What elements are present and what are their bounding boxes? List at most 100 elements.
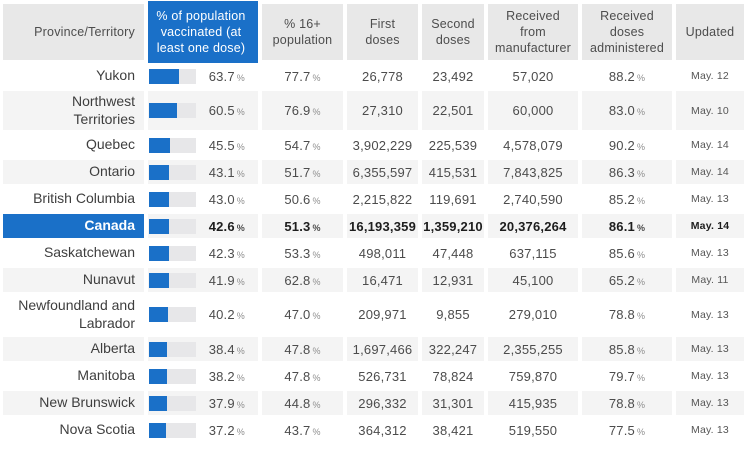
first-doses-value: 498,011: [358, 245, 407, 261]
pct16-cell: 76.9%: [262, 91, 343, 130]
table-row[interactable]: Nova Scotia 37.2% 43.7% 364,312 38,421 5…: [3, 418, 745, 442]
percent-sign: %: [636, 311, 646, 321]
updated-cell: May. 13: [676, 187, 744, 211]
col-header-doses-administered[interactable]: Received doses administered: [582, 4, 672, 60]
col-header-pct-vaccinated[interactable]: % of population vaccinated (at least one…: [148, 1, 258, 63]
vaccinated-value: 42.3%: [196, 246, 258, 261]
doses-administered-cell: 65.2%: [582, 268, 672, 292]
vaccinated-cell: 45.5%: [148, 133, 258, 157]
received-manufacturer-value: 57,020: [512, 68, 554, 84]
pct16-cell: 47.8%: [262, 337, 343, 361]
vaccinated-cell: 43.0%: [148, 187, 258, 211]
vaccinated-bar-fill: [149, 218, 170, 234]
received-manufacturer-value: 279,010: [508, 307, 558, 322]
doses-administered-cell: 86.3%: [582, 160, 672, 184]
vaccinated-value: 43.0%: [196, 192, 258, 207]
table-row[interactable]: Quebec 45.5% 54.7% 3,902,229 225,539 4,5…: [3, 133, 745, 157]
pct16-value: 50.6%: [284, 192, 320, 207]
received-manufacturer-value: 2,740,590: [503, 191, 563, 207]
percent-sign: %: [312, 195, 321, 206]
second-doses-cell: 1,359,210: [422, 214, 484, 238]
vaccinated-bar-fill: [149, 137, 171, 153]
received-manufacturer-value: 7,843,825: [503, 164, 563, 180]
table-row[interactable]: British Columbia 43.0% 50.6% 2,215,822 1…: [3, 187, 745, 211]
col-header-first-doses[interactable]: First doses: [347, 4, 418, 60]
updated-value: May. 13: [691, 247, 729, 259]
received-manufacturer-value: 4,578,079: [503, 137, 563, 153]
received-manufacturer-cell: 415,935: [488, 391, 578, 415]
doses-administered-number: 65.2: [608, 272, 635, 288]
province-name: Manitoba: [77, 367, 135, 384]
percent-sign: %: [636, 399, 646, 410]
vaccinated-bar-fill: [149, 245, 169, 261]
province-cell: Quebec: [3, 133, 144, 157]
percent-sign: %: [312, 141, 321, 152]
table-row[interactable]: Northwest Territories 60.5% 76.9% 27,310…: [3, 91, 745, 130]
pct16-cell: 50.6%: [262, 187, 343, 211]
updated-value: May. 14: [691, 139, 729, 151]
vaccinated-bar: [149, 245, 196, 261]
received-manufacturer-value: 637,115: [509, 245, 557, 261]
vaccinated-bar: [149, 218, 196, 234]
vaccinated-value: 43.1%: [196, 165, 258, 180]
table-row[interactable]: Ontario 43.1% 51.7% 6,355,597 415,531 7,…: [3, 160, 745, 184]
updated-cell: May. 11: [676, 268, 744, 292]
percent-sign: %: [636, 168, 646, 179]
first-doses-value: 364,312: [358, 422, 407, 438]
vaccinated-value: 40.2%: [196, 307, 258, 322]
second-doses-value: 38,421: [432, 422, 474, 438]
received-manufacturer-value: 20,376,264: [499, 218, 567, 234]
col-header-pct-16plus[interactable]: % 16+ population: [262, 4, 343, 60]
first-doses-value: 16,193,359: [348, 218, 417, 234]
doses-administered-value: 86.1%: [609, 219, 645, 234]
vaccinated-cell: 42.3%: [148, 241, 258, 265]
table-row[interactable]: Saskatchewan 42.3% 53.3% 498,011 47,448 …: [3, 241, 745, 265]
pct16-value: 53.3%: [284, 246, 320, 261]
col-header-second-doses[interactable]: Second doses: [422, 4, 484, 60]
table-row[interactable]: Yukon 63.7% 77.7% 26,778 23,492 57,020 8…: [3, 64, 745, 88]
percent-sign: %: [312, 345, 321, 356]
percent-sign: %: [312, 276, 321, 287]
province-name: Yukon: [96, 67, 135, 84]
vaccinated-bar: [149, 272, 196, 288]
vaccinated-bar: [149, 68, 196, 84]
updated-value: May. 13: [691, 193, 729, 205]
second-doses-cell: 38,421: [422, 418, 484, 442]
province-cell: Nova Scotia: [3, 418, 144, 442]
vaccinated-value-number: 41.9: [208, 272, 235, 288]
percent-sign: %: [236, 72, 245, 83]
vaccinated-bar: [149, 164, 196, 180]
vaccinated-value-number: 37.2: [208, 422, 235, 438]
table-row[interactable]: Manitoba 38.2% 47.8% 526,731 78,824 759,…: [3, 364, 745, 388]
percent-sign: %: [636, 141, 646, 152]
table-row[interactable]: Alberta 38.4% 47.8% 1,697,466 322,247 2,…: [3, 337, 745, 361]
percent-sign: %: [312, 399, 321, 410]
table-row[interactable]: Nunavut 41.9% 62.8% 16,471 12,931 45,100…: [3, 268, 745, 292]
vaccinated-value-number: 45.5: [208, 137, 235, 153]
first-doses-value: 27,310: [362, 103, 403, 118]
second-doses-cell: 22,501: [422, 91, 484, 130]
table-row[interactable]: Newfoundland and Labrador 40.2% 47.0% 20…: [3, 295, 745, 334]
received-manufacturer-cell: 20,376,264: [488, 214, 578, 238]
doses-administered-number: 78.8: [608, 395, 635, 411]
vaccinated-value-number: 63.7: [208, 68, 235, 84]
second-doses-cell: 9,855: [422, 295, 484, 334]
updated-value: May. 13: [691, 424, 729, 436]
first-doses-cell: 526,731: [347, 364, 418, 388]
received-manufacturer-value: 759,870: [508, 368, 558, 384]
col-header-received-manufacturer[interactable]: Received from manufacturer: [488, 4, 578, 60]
doses-administered-number: 85.2: [608, 191, 635, 207]
vaccinated-cell: 37.9%: [148, 391, 258, 415]
table-body: Yukon 63.7% 77.7% 26,778 23,492 57,020 8…: [3, 64, 745, 442]
table-row[interactable]: Canada 42.6% 51.3% 16,193,359 1,359,210 …: [3, 214, 745, 238]
vaccinated-bar-fill: [149, 422, 167, 438]
doses-administered-value: 78.8%: [609, 307, 645, 322]
col-header-updated[interactable]: Updated: [676, 4, 744, 60]
table-row[interactable]: New Brunswick 37.9% 44.8% 296,332 31,301…: [3, 391, 745, 415]
pct16-cell: 53.3%: [262, 241, 343, 265]
first-doses-value: 209,971: [358, 307, 407, 322]
col-header-province[interactable]: Province/Territory: [3, 4, 144, 60]
percent-sign: %: [236, 345, 245, 356]
first-doses-cell: 6,355,597: [347, 160, 418, 184]
pct16-value: 76.9%: [284, 103, 320, 118]
